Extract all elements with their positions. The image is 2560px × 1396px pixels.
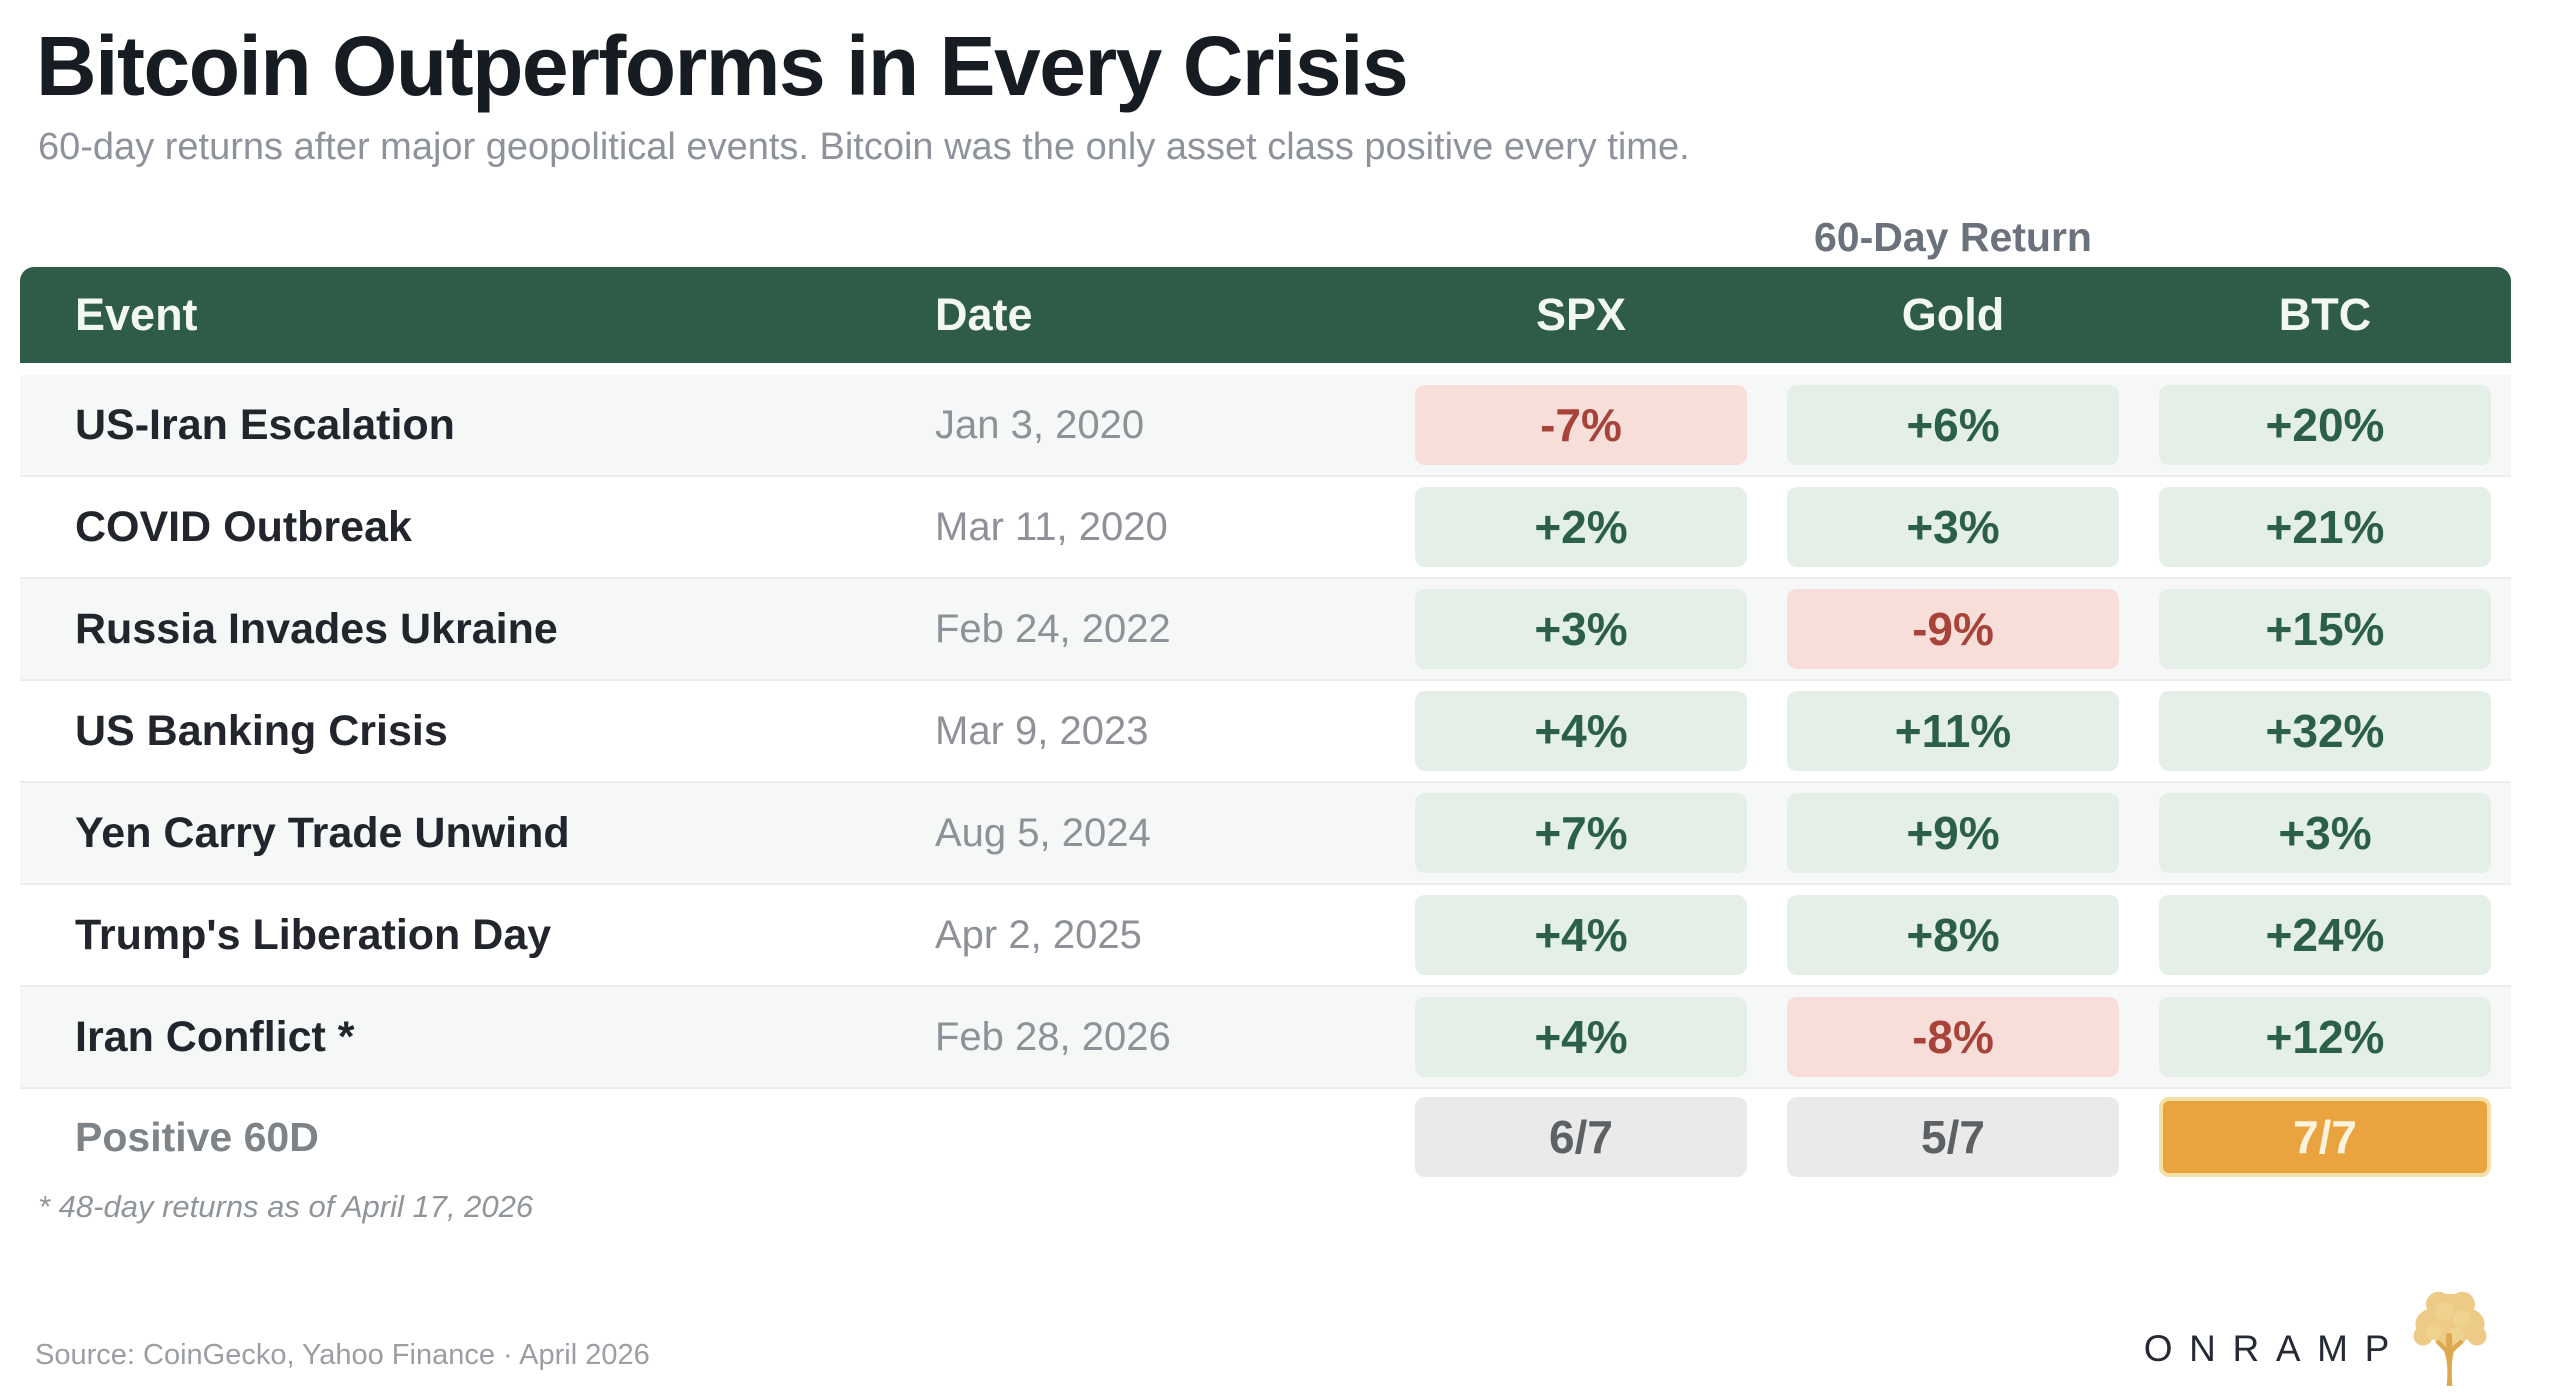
btc-return-pill: +12% bbox=[2159, 997, 2491, 1078]
event-cell: Iran Conflict * bbox=[75, 1012, 355, 1061]
event-cell: COVID Outbreak bbox=[75, 502, 412, 551]
date-cell: Feb 28, 2026 bbox=[935, 1014, 1171, 1059]
table-row: Iran Conflict * Feb 28, 2026 +4% -8% +12… bbox=[20, 987, 2511, 1090]
table-row: US-Iran Escalation Jan 3, 2020 -7% +6% +… bbox=[20, 375, 2511, 478]
event-cell: Yen Carry Trade Unwind bbox=[75, 808, 570, 857]
group-header-label: 60-Day Return bbox=[1814, 213, 2092, 260]
event-cell: US Banking Crisis bbox=[75, 706, 448, 755]
event-cell: Trump's Liberation Day bbox=[75, 910, 552, 959]
source-attribution: Source: CoinGecko, Yahoo Finance · April… bbox=[35, 1339, 650, 1371]
spx-return-pill: +7% bbox=[1415, 793, 1747, 874]
date-cell: Feb 24, 2022 bbox=[935, 606, 1171, 651]
spx-return-pill: +3% bbox=[1415, 589, 1747, 670]
gold-return-pill: +8% bbox=[1787, 895, 2119, 976]
gold-return-pill: +9% bbox=[1787, 793, 2119, 874]
spx-return-pill: +2% bbox=[1415, 487, 1747, 568]
tree-icon bbox=[2413, 1291, 2487, 1386]
column-header-spx: SPX bbox=[1535, 289, 1627, 341]
event-cell: US-Iran Escalation bbox=[75, 400, 455, 449]
date-cell: Aug 5, 2024 bbox=[935, 810, 1151, 855]
spx-return-pill: +4% bbox=[1415, 895, 1747, 976]
gold-return-pill: -9% bbox=[1787, 589, 2119, 670]
gold-return-pill: +6% bbox=[1787, 385, 2119, 466]
group-header-row: 60-Day Return bbox=[20, 211, 2511, 263]
onramp-logo-text: ONRAMP bbox=[2143, 1328, 2406, 1369]
spx-return-pill: +4% bbox=[1415, 691, 1747, 772]
table-row: US Banking Crisis Mar 9, 2023 +4% +11% +… bbox=[20, 681, 2511, 784]
btc-return-pill: +20% bbox=[2159, 385, 2491, 466]
page-title: Bitcoin Outperforms in Every Crisis bbox=[36, 19, 1409, 113]
gold-return-pill: -8% bbox=[1787, 997, 2119, 1078]
table-row: Yen Carry Trade Unwind Aug 5, 2024 +7% +… bbox=[20, 783, 2511, 886]
event-cell: Russia Invades Ukraine bbox=[75, 604, 558, 653]
btc-return-pill: +32% bbox=[2159, 691, 2491, 772]
btc-return-pill: +21% bbox=[2159, 487, 2491, 568]
table-row: Russia Invades Ukraine Feb 24, 2022 +3% … bbox=[20, 579, 2511, 682]
date-cell: Jan 3, 2020 bbox=[935, 402, 1145, 447]
gold-return-pill: +11% bbox=[1787, 691, 2119, 772]
column-header-gold: Gold bbox=[1901, 289, 2005, 341]
spx-return-pill: +4% bbox=[1415, 997, 1747, 1078]
column-header-event: Event bbox=[75, 289, 198, 341]
date-cell: Mar 9, 2023 bbox=[935, 708, 1149, 753]
btc-summary-pill: 7/7 bbox=[2159, 1097, 2491, 1178]
summary-row: Positive 60D 6/7 5/7 7/7 bbox=[20, 1089, 2511, 1185]
onramp-logo: ONRAMP bbox=[2144, 1282, 2498, 1388]
column-header-date: Date bbox=[935, 289, 1033, 341]
btc-return-pill: +3% bbox=[2159, 793, 2491, 874]
table-body: US-Iran Escalation Jan 3, 2020 -7% +6% +… bbox=[20, 375, 2511, 1185]
table-header-row: Event Date SPX Gold BTC bbox=[20, 267, 2511, 364]
date-cell: Apr 2, 2025 bbox=[935, 912, 1142, 957]
returns-table: 60-Day Return Event Date SPX Gold BTC US… bbox=[20, 211, 2511, 1185]
footnote: * 48-day returns as of April 17, 2026 bbox=[38, 1189, 534, 1225]
btc-return-pill: +15% bbox=[2159, 589, 2491, 670]
page-subtitle: 60-day returns after major geopolitical … bbox=[38, 126, 1690, 169]
summary-label: Positive 60D bbox=[75, 1113, 319, 1160]
btc-return-pill: +24% bbox=[2159, 895, 2491, 976]
spx-summary-pill: 6/7 bbox=[1415, 1097, 1747, 1178]
date-cell: Mar 11, 2020 bbox=[935, 504, 1168, 549]
gold-summary-pill: 5/7 bbox=[1787, 1097, 2119, 1178]
column-header-btc: BTC bbox=[2278, 289, 2372, 341]
spx-return-pill: -7% bbox=[1415, 385, 1747, 466]
table-row: COVID Outbreak Mar 11, 2020 +2% +3% +21% bbox=[20, 477, 2511, 580]
gold-return-pill: +3% bbox=[1787, 487, 2119, 568]
table-row: Trump's Liberation Day Apr 2, 2025 +4% +… bbox=[20, 885, 2511, 988]
